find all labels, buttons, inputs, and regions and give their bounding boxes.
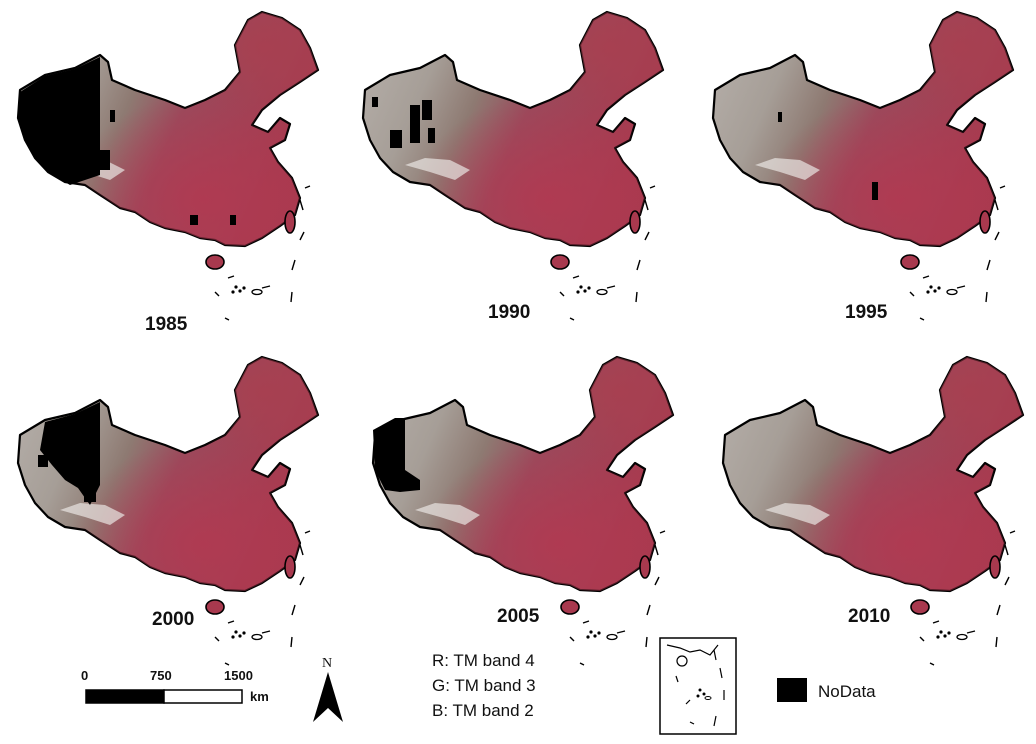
north-arrow-label: N <box>322 656 332 671</box>
band-legend-green: G: TM band 3 <box>432 676 536 695</box>
year-label-1990: 1990 <box>488 302 530 323</box>
scale-tick-1500: 1500 <box>224 668 253 683</box>
nodata-legend: NoData <box>777 678 876 702</box>
band-legend: R: TM band 4 G: TM band 3 B: TM band 2 <box>432 651 536 720</box>
nodata-patches-2005 <box>373 418 420 492</box>
map-panel-2000: 2000 <box>16 355 320 667</box>
nodata-patches-1990 <box>372 97 435 148</box>
year-label-1985: 1985 <box>145 314 188 335</box>
nodata-patches-2000 <box>38 402 100 505</box>
map-panel-1995: 1995 <box>711 10 1015 323</box>
map-panel-2010: 2010 <box>721 355 1025 667</box>
nodata-swatch <box>777 678 807 702</box>
scale-tick-0: 0 <box>81 668 88 683</box>
inset-map <box>659 637 737 735</box>
scale-segment-white <box>163 689 243 704</box>
map-panel-2005: 2005 <box>371 355 675 667</box>
map-panel-1985: 1985 <box>16 10 320 335</box>
year-label-1995: 1995 <box>845 302 888 323</box>
scale-segment-black <box>85 689 165 704</box>
scale-bar: 0 750 1500 km <box>81 668 269 704</box>
band-legend-blue: B: TM band 2 <box>432 701 534 720</box>
north-arrow-icon: N <box>313 656 343 722</box>
map-panel-1990: 1990 <box>361 10 665 323</box>
year-label-2005: 2005 <box>497 606 540 627</box>
nodata-patches-1985 <box>18 57 236 225</box>
year-label-2010: 2010 <box>848 606 890 627</box>
band-legend-red: R: TM band 4 <box>432 651 535 670</box>
nodata-patches-1995 <box>778 112 878 200</box>
scale-unit: km <box>250 689 269 704</box>
scale-tick-750: 750 <box>150 668 172 683</box>
year-label-2000: 2000 <box>152 609 194 630</box>
nodata-label: NoData <box>818 682 876 701</box>
